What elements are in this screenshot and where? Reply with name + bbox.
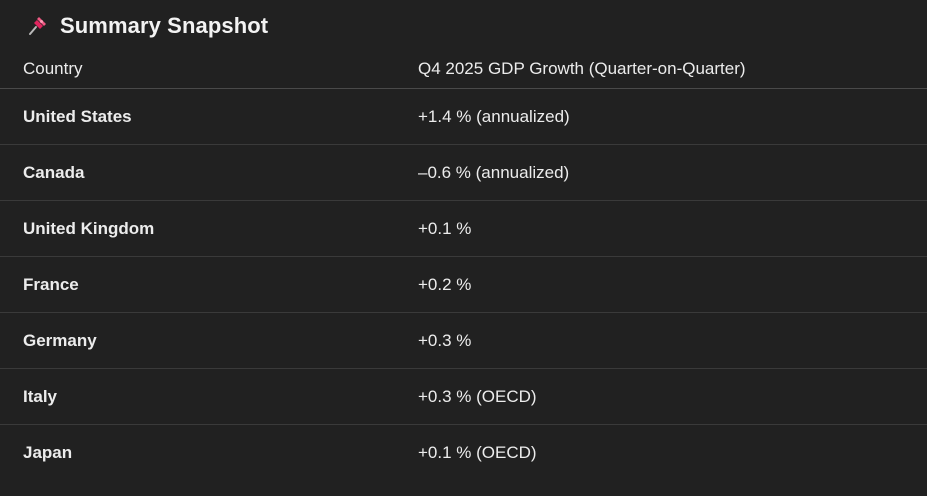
table-row: Japan +0.1 % (OECD) (0, 425, 927, 481)
growth-cell: +0.3 % (OECD) (418, 386, 537, 406)
country-cell: Germany (23, 330, 97, 350)
table-row: Canada –0.6 % (annualized) (0, 145, 927, 201)
growth-cell: +1.4 % (annualized) (418, 106, 570, 126)
country-cell: Italy (23, 386, 58, 406)
pushpin-icon (24, 13, 50, 39)
column-header-country: Country (23, 58, 83, 78)
country-cell: United Kingdom (23, 218, 155, 238)
page-title: Summary Snapshot (60, 13, 269, 38)
gdp-table: Country Q4 2025 GDP Growth (Quarter-on-Q… (0, 49, 927, 480)
growth-cell: +0.1 % (418, 218, 472, 238)
growth-cell: –0.6 % (annualized) (418, 162, 570, 182)
table-row: Italy +0.3 % (OECD) (0, 369, 927, 425)
table-row: France +0.2 % (0, 257, 927, 313)
table-row: Germany +0.3 % (0, 313, 927, 369)
growth-cell: +0.3 % (418, 330, 472, 350)
country-cell: Japan (23, 442, 73, 462)
country-cell: United States (23, 106, 132, 126)
country-cell: Canada (23, 162, 85, 182)
table-row: United Kingdom +0.1 % (0, 201, 927, 257)
growth-cell: +0.2 % (418, 274, 472, 294)
section-heading: Summary Snapshot (24, 10, 268, 42)
table-header-row: Country Q4 2025 GDP Growth (Quarter-on-Q… (0, 49, 927, 89)
table-row: United States +1.4 % (annualized) (0, 89, 927, 145)
growth-cell: +0.1 % (OECD) (418, 442, 537, 462)
column-header-gdp-growth: Q4 2025 GDP Growth (Quarter-on-Quarter) (418, 58, 746, 78)
country-cell: France (23, 274, 79, 294)
